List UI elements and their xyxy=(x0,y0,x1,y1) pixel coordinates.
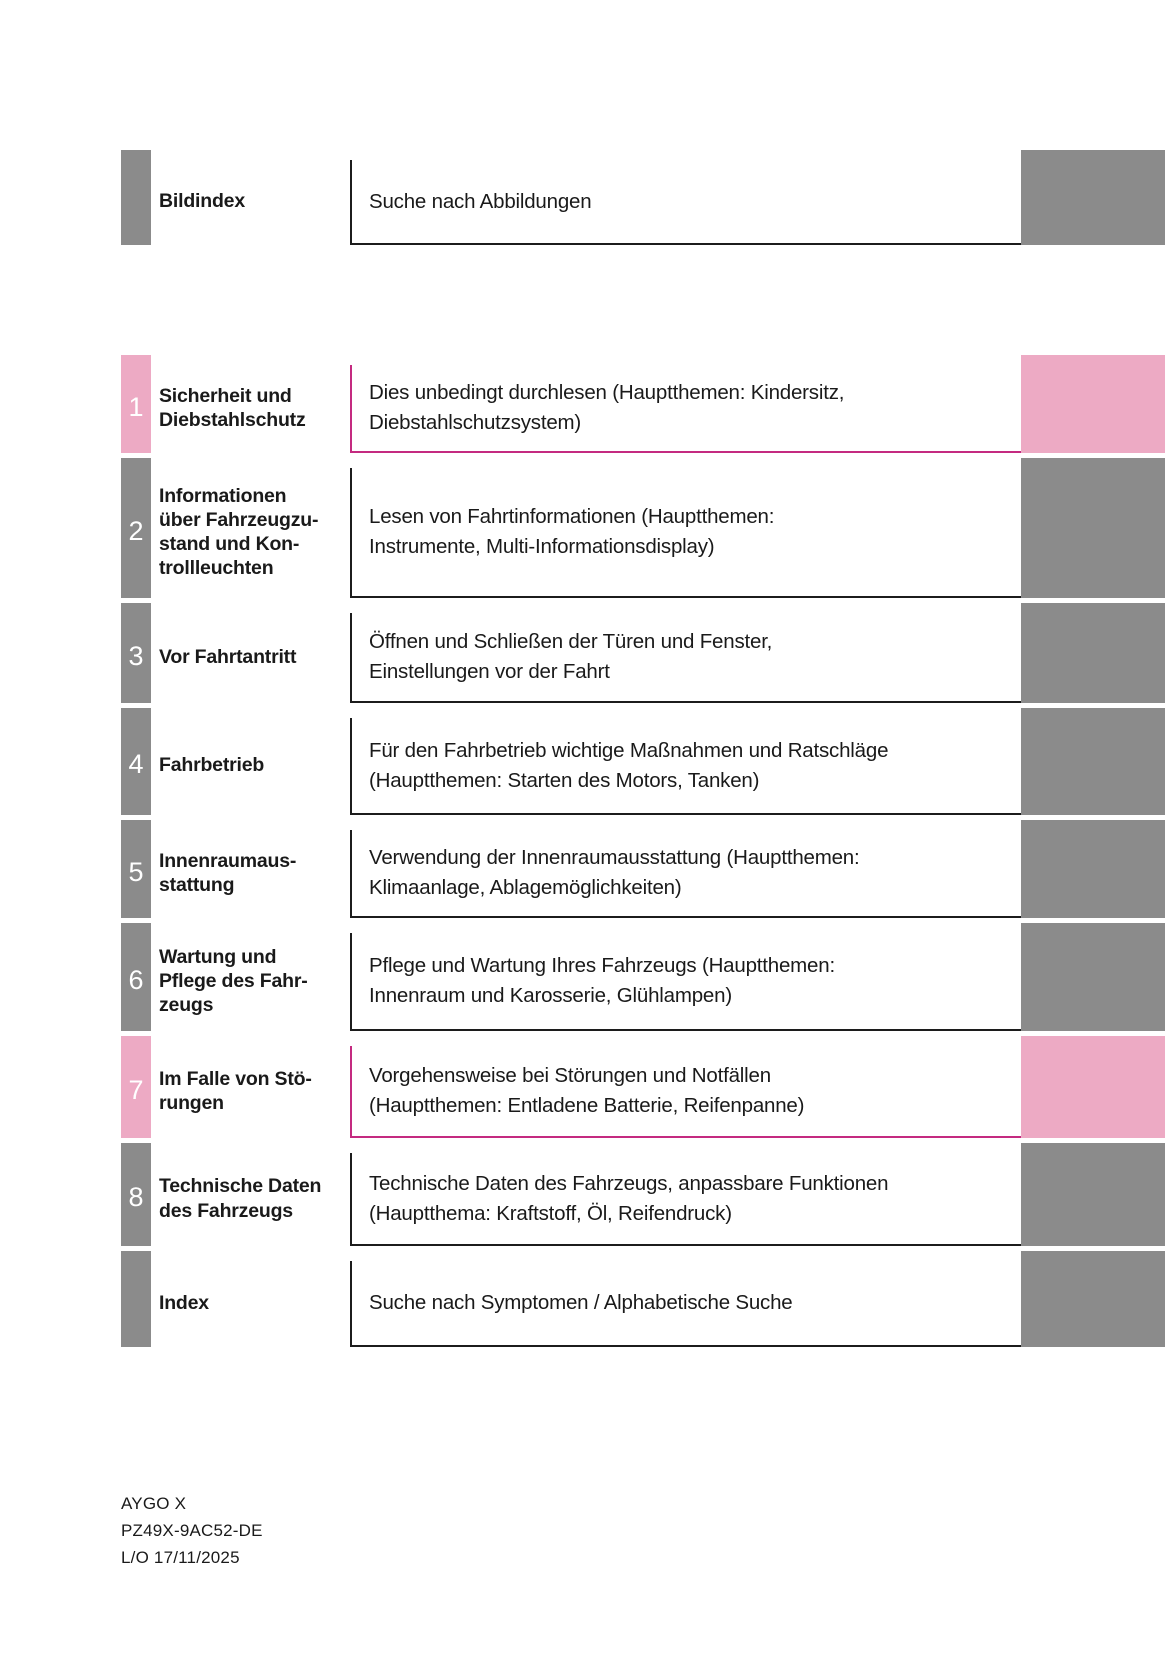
section-number: 6 xyxy=(128,964,144,995)
side-tab xyxy=(1021,458,1165,598)
section-summary: Pflege und Wartung Ihres Fahrzeugs (Haup… xyxy=(369,954,835,1007)
section-title: Technische Daten des Fahrzeugs xyxy=(159,1175,322,1222)
section-summary: Technische Daten des Fahrzeugs, anpassba… xyxy=(369,1171,889,1225)
toc-row: Bildindex Suche nach Abbildungen xyxy=(121,150,1165,245)
section-summary-box: Für den Fahrbetrieb wichtige Maßnahmen u… xyxy=(350,718,1021,815)
section-summary-box: Technische Daten des Fahrzeugs, anpassba… xyxy=(350,1153,1021,1246)
section-summary-box: Dies unbedingt durchlesen (Hauptthemen: … xyxy=(350,365,1021,453)
section-number: 4 xyxy=(128,749,144,779)
toc-row: 6 Wartung und Pflege des Fahr- zeugs Pfl… xyxy=(121,923,1165,1031)
side-tab xyxy=(1021,1251,1165,1347)
footer-model: AYGO X xyxy=(121,1494,187,1513)
section-summary: Dies unbedingt durchlesen (Hauptthemen: … xyxy=(369,381,845,434)
section-summary: Für den Fahrbetrieb wichtige Maßnahmen u… xyxy=(369,738,889,792)
side-tab xyxy=(1021,708,1165,815)
toc-row: 7 Im Falle von Stö- rungen Vorgehensweis… xyxy=(121,1036,1165,1138)
section-number-block xyxy=(121,1251,151,1347)
section-number-block: 6 xyxy=(121,923,151,1031)
section-number-block: 8 xyxy=(121,1143,151,1246)
section-number-block: 7 xyxy=(121,1036,151,1138)
section-summary: Öffnen und Schließen der Türen und Fenst… xyxy=(369,630,773,683)
toc-row: 8 Technische Daten des Fahrzeugs Technis… xyxy=(121,1143,1165,1246)
toc-row: 1 Sicherheit und Diebstahlschutz Dies un… xyxy=(121,355,1165,453)
section-summary: Verwendung der Innenraumausstattung (Hau… xyxy=(369,846,860,899)
section-title: Wartung und Pflege des Fahr- zeugs xyxy=(159,945,308,1017)
section-summary: Suche nach Abbildungen xyxy=(369,189,592,213)
toc-row: 4 Fahrbetrieb Für den Fahrbetrieb wichti… xyxy=(121,708,1165,815)
section-number: 7 xyxy=(128,1074,144,1105)
section-summary: Lesen von Fahrtinformationen (Haupttheme… xyxy=(369,505,775,558)
section-title: Fahrbetrieb xyxy=(159,754,265,777)
side-tab xyxy=(1021,1036,1165,1138)
side-tab xyxy=(1021,355,1165,453)
side-tab xyxy=(1021,603,1165,703)
footer-layout-date: L/O 17/11/2025 xyxy=(121,1548,240,1567)
section-number-block: 4 xyxy=(121,708,151,815)
section-summary-box: Pflege und Wartung Ihres Fahrzeugs (Haup… xyxy=(350,933,1021,1031)
section-summary-box: Lesen von Fahrtinformationen (Haupttheme… xyxy=(350,468,1021,598)
toc-row: 2 Informationen über Fahrzeugzu- stand u… xyxy=(121,458,1165,598)
toc-row: Index Suche nach Symptomen / Alphabetisc… xyxy=(121,1251,1165,1347)
section-summary-box: Öffnen und Schließen der Türen und Fenst… xyxy=(350,613,1021,703)
section-number-block: 3 xyxy=(121,603,151,703)
section-summary: Vorgehensweise bei Störungen und Notfäll… xyxy=(369,1064,805,1117)
section-number-block: 2 xyxy=(121,458,151,598)
side-tab xyxy=(1021,820,1165,918)
section-title: Bildindex xyxy=(159,190,245,213)
section-summary-box: Suche nach Abbildungen xyxy=(350,160,1021,245)
page-footer: AYGO X PZ49X-9AC52-DE L/O 17/11/2025 xyxy=(121,1490,263,1571)
toc-rows: Bildindex Suche nach Abbildungen 1 Siche… xyxy=(121,150,1165,1352)
section-title: Sicherheit und Diebstahlschutz xyxy=(159,384,306,431)
section-title: Informationen über Fahrzeugzu- stand und… xyxy=(159,484,319,580)
toc-row: 3 Vor Fahrtantritt Öffnen und Schließen … xyxy=(121,603,1165,703)
toc-row: 5 Innenraumaus- stattung Verwendung der … xyxy=(121,820,1165,918)
section-number: 8 xyxy=(128,1182,144,1212)
section-summary-box: Verwendung der Innenraumausstattung (Hau… xyxy=(350,830,1021,918)
section-title: Im Falle von Stö- rungen xyxy=(159,1067,312,1114)
section-number: 2 xyxy=(128,515,144,546)
footer-publication-code: PZ49X-9AC52-DE xyxy=(121,1521,263,1540)
section-summary-box: Vorgehensweise bei Störungen und Notfäll… xyxy=(350,1046,1021,1138)
section-number-block: 1 xyxy=(121,355,151,453)
section-number-block: 5 xyxy=(121,820,151,918)
section-number-block xyxy=(121,150,151,245)
side-tab xyxy=(1021,150,1165,245)
side-tab xyxy=(1021,1143,1165,1246)
section-number: 3 xyxy=(128,640,144,671)
section-summary: Suche nach Symptomen / Alphabetische Suc… xyxy=(369,1291,793,1315)
section-title: Index xyxy=(159,1291,209,1314)
section-title: Innenraumaus- stattung xyxy=(159,849,297,896)
side-tab xyxy=(1021,923,1165,1031)
section-title: Vor Fahrtantritt xyxy=(159,645,297,668)
section-number: 5 xyxy=(128,856,144,887)
section-number: 1 xyxy=(128,391,144,422)
section-summary-box: Suche nach Symptomen / Alphabetische Suc… xyxy=(350,1261,1021,1347)
